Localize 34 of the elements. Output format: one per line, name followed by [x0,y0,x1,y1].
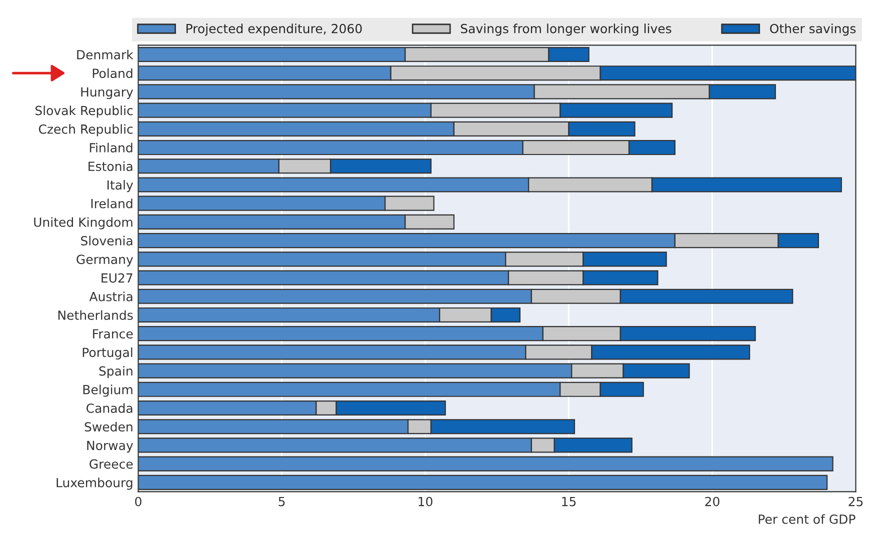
y-tick-label: Luxembourg [56,478,132,490]
y-tick-label: Italy [107,180,134,192]
legend-label: Projected expenditure, 2060 [186,24,362,36]
x-tick-label: 10 [418,496,432,506]
y-tick-label: Belgium [83,384,132,397]
y-tick-label: Austria [89,292,132,302]
y-tick-label: Hungary [81,87,134,100]
y-tick-label: Slovak Republic [35,106,133,118]
y-tick-label: France [93,329,133,339]
y-tick-label: Poland [92,68,132,78]
y-tick-label: Spain [99,366,132,378]
x-axis-title: Per cent of GDP [758,514,856,524]
y-tick-label: Ireland [91,198,132,208]
y-tick-label: Sweden [84,422,132,432]
x-tick-label: 20 [705,496,720,506]
y-tick-label: Netherlands [58,310,133,320]
y-tick-label: Greece [90,459,133,469]
y-tick-label: Germany [76,254,134,267]
y-tick-label: Norway [87,440,134,453]
legend-label: Other savings [770,24,856,36]
x-tick-label: 0 [135,496,142,506]
x-tick-label: 25 [848,496,863,506]
y-tick-label: Estonia [88,161,132,172]
x-tick-label: 5 [278,496,285,506]
y-tick-label: Denmark [77,50,134,60]
y-tick-label: Portugal [82,347,132,360]
y-tick-label: United Kingdom [34,217,132,230]
y-tick-label: Slovenia [81,236,132,246]
x-tick-label: 15 [562,496,576,506]
y-tick-label: Czech Republic [38,124,133,136]
y-tick-label: Canada [86,403,132,413]
legend-label: Savings from longer working lives [460,24,672,36]
y-tick-label: EU27 [102,273,132,283]
y-tick-label: Finland [90,142,132,152]
